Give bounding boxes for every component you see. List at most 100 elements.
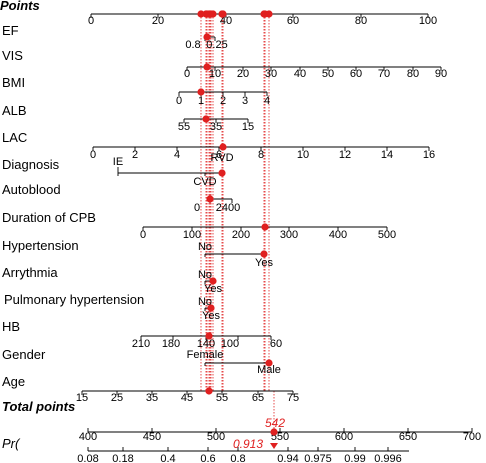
tick-label: 0.975	[304, 453, 332, 463]
tick-label: 2400	[216, 202, 240, 214]
row-pr: Pr(0.08 0.18 0.4 0.6 0.8 0.94 0.975 0.99 0.996	[2, 436, 409, 463]
row-label: Pulmonary hypertension	[4, 292, 144, 307]
marker-dot-ef	[203, 33, 211, 41]
tick-label: 2	[132, 149, 138, 161]
tick-label: 40	[294, 68, 306, 80]
tick-label: 400	[329, 229, 347, 241]
guide-lines	[200, 14, 275, 432]
tick-label: 40	[220, 15, 232, 27]
row-label: Autoblood	[2, 182, 61, 197]
tick-label: 10	[209, 68, 221, 80]
row-lac: LAC 0 2 4 6 8 10 12 14 16	[2, 130, 435, 161]
row-points: Points 0 20 40 60 80 100	[0, 0, 437, 27]
row-diagnosis: Diagnosis IE RVD CVD	[2, 152, 234, 188]
tick-label: 55	[178, 121, 190, 133]
tick-label: 45	[181, 392, 193, 404]
tick-label: 4	[174, 149, 180, 161]
row-label: Points	[0, 0, 40, 13]
category-label: No	[198, 296, 212, 308]
tick-label: 50	[322, 68, 334, 80]
tick-label: 0.996	[374, 453, 402, 463]
tick-label: 100	[419, 15, 437, 27]
points-marker-dot	[209, 10, 217, 18]
tick-label: 60	[287, 15, 299, 27]
row-duration-of-cpb: Duration of CPB 0 100 200 300 400 500	[2, 210, 396, 241]
row-hypertension: Hypertension No Yes	[2, 238, 273, 269]
tick-label: 0.8	[185, 39, 200, 51]
tick-label: 15	[242, 121, 254, 133]
tick-label: 700	[463, 431, 481, 443]
tick-label: 25	[111, 392, 123, 404]
tick-label: 500	[378, 229, 396, 241]
tick-label: 500	[207, 431, 225, 443]
row-label: Pr(	[2, 436, 21, 451]
marker-dot-hb	[205, 332, 213, 340]
tick-label: 55	[216, 392, 228, 404]
row-label: VIS	[2, 48, 23, 63]
tick-label: 20	[237, 68, 249, 80]
tick-label: 210	[132, 338, 150, 350]
tick-label: 0.4	[160, 453, 175, 463]
tick-label: 100	[221, 338, 239, 350]
tick-label: 80	[355, 15, 367, 27]
tick-label: 90	[435, 68, 447, 80]
row-label: LAC	[2, 130, 27, 145]
marker-dot-lac	[219, 143, 227, 151]
tick-label: 300	[280, 229, 298, 241]
row-label: ALB	[2, 103, 27, 118]
row-bmi: BMI 0 1 2 3 4	[2, 75, 270, 107]
tick-label: 0	[194, 202, 200, 214]
row-age: Age 15 25 35 45 55 65 75	[2, 374, 299, 404]
tick-label: 75	[287, 392, 299, 404]
tick-label: 14	[381, 149, 393, 161]
tick-label: 8	[258, 149, 264, 161]
marker-dot-total-points	[270, 428, 278, 436]
tick-label: 10	[297, 149, 309, 161]
tick-label: 180	[162, 338, 180, 350]
tick-label: 0	[140, 229, 146, 241]
tick-label: 35	[210, 121, 222, 133]
category-label: No	[198, 241, 212, 253]
tick-label: 0	[90, 149, 96, 161]
marker-dots	[197, 10, 278, 436]
category-label: IE	[113, 156, 123, 168]
tick-label: 600	[335, 431, 353, 443]
row-label: BMI	[2, 75, 25, 90]
row-label: Gender	[2, 347, 46, 362]
row-gender: Gender Female Male	[2, 347, 281, 376]
tick-label: 70	[378, 68, 390, 80]
tick-label: 0.6	[200, 453, 215, 463]
category-label: Female	[187, 349, 224, 361]
tick-label: 0.99	[344, 453, 365, 463]
tick-label: 0.8	[230, 453, 245, 463]
category-label: Yes	[202, 310, 220, 322]
tick-label: 15	[76, 392, 88, 404]
tick-label: 0	[88, 15, 94, 27]
tick-label: 12	[339, 149, 351, 161]
points-marker-dot	[265, 10, 273, 18]
tick-label: 450	[143, 431, 161, 443]
category-label: CVD	[193, 176, 216, 188]
total-points-value: 542	[265, 416, 285, 430]
total-points-arrow	[270, 443, 278, 449]
row-label: Diagnosis	[2, 157, 60, 172]
row-label: Hypertension	[2, 238, 79, 253]
tick-label: 0.94	[277, 453, 298, 463]
marker-dot-autoblood	[206, 195, 214, 203]
category-label: RVD	[210, 152, 233, 164]
tick-label: 2	[220, 95, 226, 107]
marker-dot-bmi	[197, 88, 205, 96]
points-marker-dot	[197, 10, 205, 18]
probability-value: 0.913	[233, 437, 263, 451]
tick-label: 140	[197, 338, 215, 350]
row-alb: ALB 55 35 15	[2, 103, 254, 133]
marker-dot-duration-of-cpb	[261, 223, 269, 231]
tick-label: 3	[242, 95, 248, 107]
tick-label: 200	[232, 229, 250, 241]
tick-label: 80	[407, 68, 419, 80]
tick-label: 1	[198, 95, 204, 107]
tick-label: 650	[399, 431, 417, 443]
